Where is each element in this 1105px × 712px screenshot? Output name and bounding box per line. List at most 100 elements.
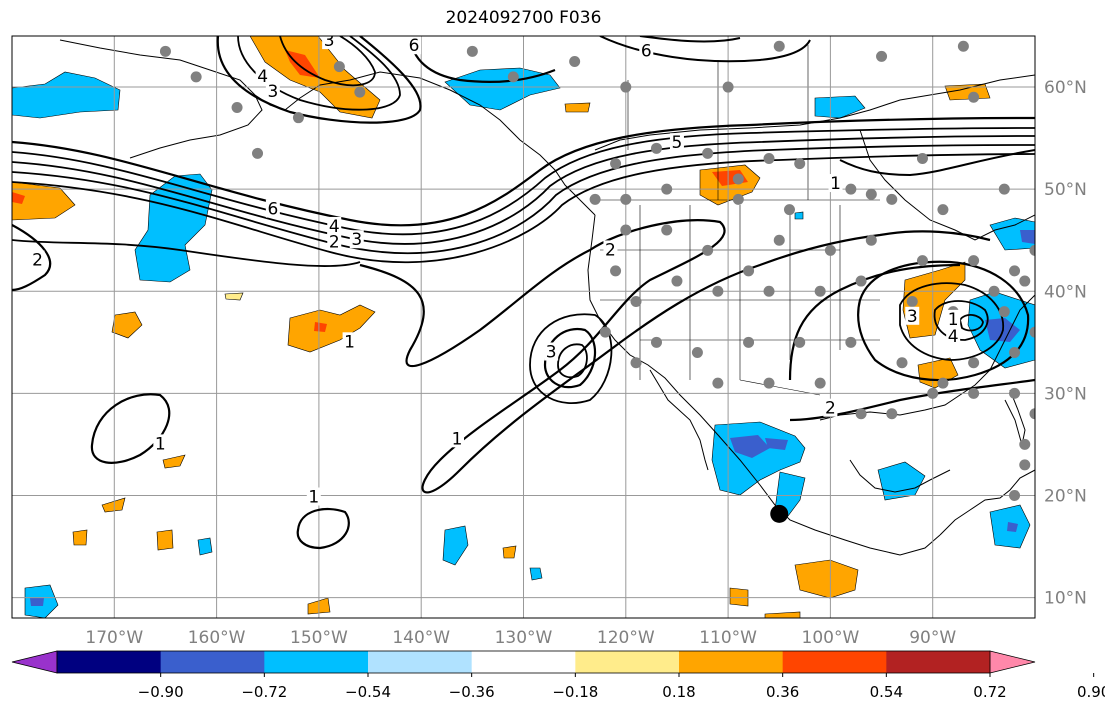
station-dot — [1040, 204, 1051, 215]
station-dot — [691, 347, 703, 359]
contour-label: 6 — [409, 36, 420, 56]
station-dot — [773, 40, 785, 52]
station-dot — [845, 183, 857, 195]
station-dot — [630, 357, 642, 369]
colorbar-label: −0.54 — [345, 683, 391, 701]
lon-tick-label: 150°W — [290, 628, 348, 648]
station-dot — [732, 173, 744, 185]
station-dot — [886, 193, 898, 205]
contour-label-bg — [407, 36, 422, 55]
station-dot — [661, 183, 673, 195]
contour-label-bg — [265, 82, 280, 101]
contour-label-bg — [349, 230, 364, 249]
station-dot — [957, 40, 969, 52]
colorbar-segment — [57, 651, 162, 673]
contour-label-bg — [823, 398, 838, 417]
contour-label: 2 — [32, 251, 43, 271]
station-dot — [712, 285, 724, 297]
station-dot — [610, 158, 622, 170]
colorbar-frame — [56, 650, 991, 674]
station-dot — [1009, 489, 1021, 501]
lat-tick-label: 20°N — [1044, 486, 1087, 506]
contour-label: 2 — [329, 232, 340, 252]
contour-label-bg — [322, 36, 337, 50]
station-dot — [773, 234, 785, 246]
station-dot — [763, 285, 775, 297]
lon-tick-label: 170°W — [85, 628, 143, 648]
station-dot — [906, 295, 918, 307]
station-dot — [1009, 265, 1021, 277]
colorbar-label: 0.90 — [1077, 683, 1105, 701]
station-dot — [937, 204, 949, 216]
contour-label-bg — [603, 240, 618, 259]
station-dot — [814, 377, 826, 389]
lon-tick-label: 120°W — [597, 628, 655, 648]
lon-tick-label: 140°W — [392, 628, 450, 648]
station-dot — [292, 112, 304, 124]
station-dot — [845, 336, 857, 348]
station-dot — [743, 265, 755, 277]
contour-label-bg — [828, 174, 843, 193]
colorbar-label: 0.72 — [973, 683, 1006, 701]
colorbar-segment — [368, 651, 473, 673]
contour-label-bg — [327, 216, 342, 235]
contour-label-bg — [905, 306, 920, 325]
station-dot — [507, 71, 519, 83]
station-dot — [998, 183, 1010, 195]
station-dot — [824, 244, 836, 256]
station-dot — [937, 377, 949, 389]
station-dot — [998, 306, 1010, 318]
colorbar-segment — [160, 651, 265, 673]
contour-label-bg — [265, 199, 280, 218]
station-dot — [968, 255, 980, 267]
colorbar: −0.90 −0.72 −0.54 −0.36 −0.18 0.18 0.36 0.54 0.7… — [11, 650, 1105, 701]
colorbar-segment — [471, 651, 576, 673]
contour-label: 6 — [267, 200, 278, 220]
colorbar-extend-high — [989, 650, 1036, 674]
station-dot — [732, 193, 744, 205]
contour-label: 4 — [948, 327, 959, 347]
colorbar-label: −0.72 — [241, 683, 287, 701]
colorbar-label: 0.36 — [766, 683, 799, 701]
contour-label: 4 — [329, 217, 340, 237]
contour-label: 5 — [672, 133, 683, 153]
contour-label-bg — [544, 342, 559, 361]
station-dot — [763, 153, 775, 165]
contour-label-bg — [946, 309, 961, 328]
colorbar-label: −0.90 — [138, 683, 184, 701]
station-dot — [794, 336, 806, 348]
station-dot — [968, 387, 980, 399]
station-markers — [159, 40, 1051, 501]
contour-label: 3 — [324, 31, 335, 51]
contour-label: 2 — [825, 399, 836, 419]
contour-label: 3 — [351, 230, 362, 250]
station-dot — [610, 265, 622, 277]
station-dot — [896, 357, 908, 369]
lat-tick-label: 40°N — [1044, 282, 1087, 302]
station-dot — [620, 81, 632, 93]
station-dot — [743, 336, 755, 348]
station-dot — [620, 224, 632, 236]
station-dot — [671, 275, 683, 287]
station-dot — [650, 142, 662, 154]
colorbar-segment — [679, 651, 784, 673]
station-dot — [763, 377, 775, 389]
contour-label-bg — [306, 487, 321, 506]
lon-tick-label: 160°W — [188, 628, 246, 648]
contour-label-bg — [450, 429, 465, 448]
station-dot — [159, 45, 171, 57]
lat-tick-label: 60°N — [1044, 78, 1087, 98]
contour-label: 6 — [641, 41, 652, 61]
lon-tick-label: 130°W — [495, 628, 553, 648]
contour-label-bg — [255, 66, 270, 85]
station-dot — [1029, 244, 1035, 256]
lat-tick-label: 10°N — [1044, 589, 1087, 609]
lat-tick-label: 30°N — [1044, 384, 1087, 404]
station-dot — [886, 408, 898, 420]
coastlines — [59, 39, 1035, 556]
station-dot — [968, 357, 980, 369]
station-dot — [855, 275, 867, 287]
map-title: 2024092700 F036 — [445, 8, 602, 28]
